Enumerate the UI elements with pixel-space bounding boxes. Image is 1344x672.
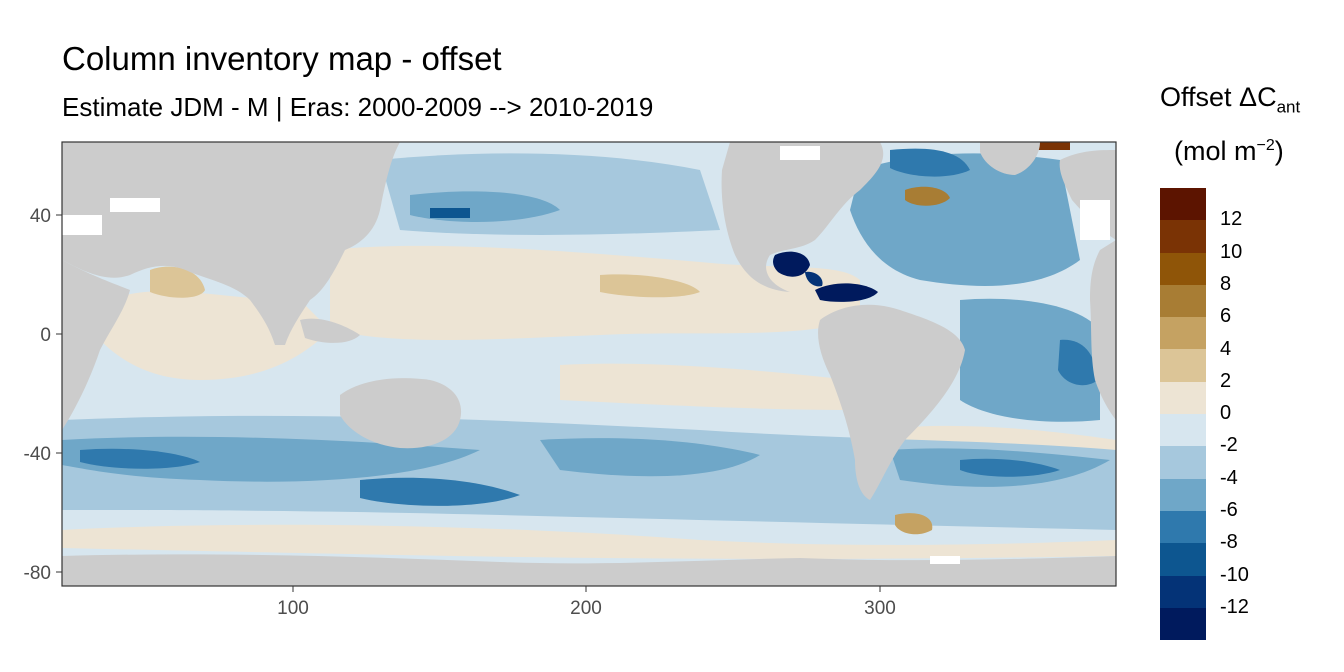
y-tick-label: 0: [40, 325, 51, 346]
legend-label: 12: [1220, 208, 1243, 231]
legend-swatch: [1160, 543, 1206, 576]
legend-swatch: [1160, 575, 1206, 608]
map-panel: [62, 142, 1116, 586]
gulf-stream-brown: [905, 186, 950, 206]
legend-label: -6: [1220, 499, 1238, 521]
chart-subtitle: Estimate JDM - M | Eras: 2000-2009 --> 2…: [62, 92, 654, 122]
land-australia: [340, 378, 462, 449]
legend-label: -10: [1220, 563, 1249, 586]
y-tick-label: -40: [24, 444, 51, 465]
legend-swatch: [1160, 317, 1206, 350]
legend-swatch: [1160, 349, 1206, 382]
legend-swatch: [1160, 607, 1206, 641]
gulf-of-mexico-extreme: [773, 251, 810, 277]
legend-colorbar: [1160, 188, 1206, 641]
southern-ocean-mid-2: [540, 438, 760, 477]
x-tick-label: 200: [570, 598, 602, 619]
southern-ocean-dark-3: [960, 458, 1060, 477]
southern-beige-strip: [62, 524, 1116, 559]
legend-swatch: [1160, 284, 1206, 318]
legend-swatch: [1160, 188, 1206, 221]
legend-label: 4: [1220, 337, 1232, 360]
legend-units: (mol m−2): [1174, 136, 1284, 166]
southern-ocean-mid: [62, 436, 480, 482]
land-antarctica: [62, 554, 1116, 586]
x-tick-label: 100: [277, 598, 309, 619]
legend-swatch: [1160, 478, 1206, 511]
no-data-patch: [1080, 200, 1110, 240]
east-pacific-tan: [600, 274, 700, 298]
chart-title: Column inventory map - offset: [62, 40, 502, 77]
no-data-patch: [110, 198, 160, 212]
land-north-america: [721, 142, 884, 292]
land-africa-east: [1090, 240, 1116, 420]
y-tick-label: 40: [30, 206, 51, 227]
nordic-seas-brown: [1030, 142, 1070, 150]
no-data-patch: [62, 215, 102, 235]
subpolar-atlantic-dark: [890, 148, 970, 177]
caribbean-extreme: [815, 283, 878, 302]
legend-swatch: [1160, 414, 1206, 447]
x-axis: 100 200 300: [277, 586, 896, 619]
legend-label: 8: [1220, 272, 1232, 295]
legend-swatch: [1160, 510, 1206, 544]
legend-label: -4: [1220, 466, 1238, 489]
kuroshio-dark-patch: [430, 208, 470, 218]
y-tick-label: -80: [24, 563, 51, 584]
angola-dark: [1058, 339, 1098, 386]
arabian-sea-tan: [150, 266, 205, 298]
legend-label: -2: [1220, 434, 1238, 457]
southern-ocean-dark: [360, 477, 520, 506]
legend-swatch: [1160, 381, 1206, 415]
land-south-america: [818, 304, 965, 500]
legend-label: 10: [1220, 240, 1243, 263]
legend-label: -8: [1220, 531, 1238, 554]
legend-label: 0: [1220, 402, 1232, 425]
land-maritime-continent: [300, 318, 360, 343]
panel-border: [61, 141, 1117, 587]
land-africa: [62, 260, 130, 430]
land-greenland: [980, 142, 1040, 175]
land-eurasia: [62, 142, 400, 345]
legend-label: 2: [1220, 369, 1232, 392]
legend-swatch: [1160, 252, 1206, 285]
no-data-patch: [930, 556, 960, 564]
no-data-patch: [780, 146, 820, 160]
legend-swatch: [1160, 220, 1206, 253]
legend-title: Offset ΔCant: [1160, 82, 1301, 117]
south-pacific-beige: [560, 363, 850, 410]
x-tick-label: 300: [864, 598, 896, 619]
legend-label: 6: [1220, 305, 1232, 328]
south-atlantic-mid: [960, 298, 1100, 422]
tropical-pacific-band: [330, 245, 860, 340]
y-axis: 40 0 -40 -80: [24, 206, 62, 584]
north-atlantic-blue: [850, 153, 1080, 286]
south-atlantic-tan: [895, 513, 933, 535]
legend-swatch: [1160, 446, 1206, 479]
southern-ocean-dark-2: [80, 448, 200, 469]
legend-label: -12: [1220, 595, 1249, 618]
caribbean-extreme-2: [805, 271, 823, 287]
